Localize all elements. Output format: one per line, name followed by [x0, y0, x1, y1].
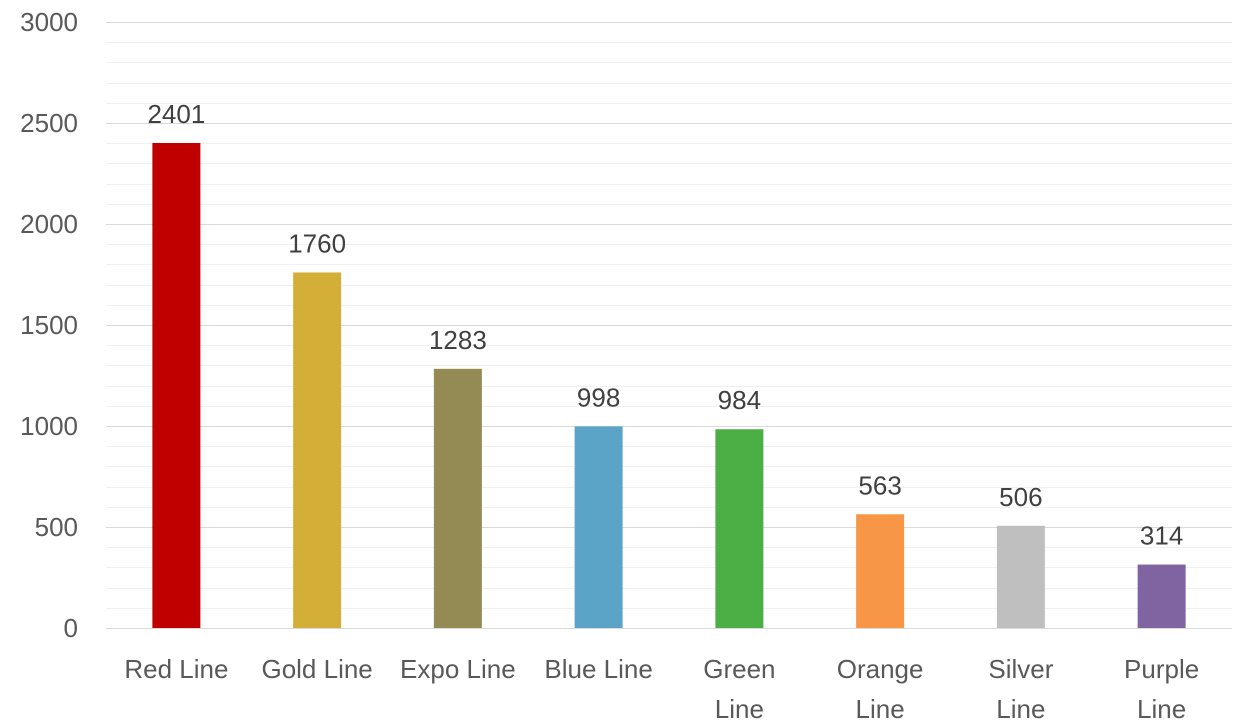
y-tick-label: 0	[64, 613, 78, 643]
major-gridlines	[106, 22, 1232, 528]
x-axis-category-labels: Red Line Gold Line Expo Line Blue Line Green…	[124, 654, 1199, 721]
y-tick-label: 2000	[20, 209, 78, 239]
x-category-label: Blue Line	[544, 654, 652, 684]
bar	[574, 426, 623, 628]
bar	[1137, 564, 1186, 628]
bar	[856, 514, 905, 628]
data-label: 506	[999, 482, 1042, 512]
data-labels: 2401 1760 1283 998 984 563 506 314	[147, 99, 1183, 551]
bar	[433, 368, 482, 628]
bar	[715, 429, 764, 628]
bar	[152, 142, 201, 629]
bars	[152, 142, 1186, 629]
y-tick-label: 3000	[20, 7, 78, 37]
data-label: 314	[1140, 521, 1183, 551]
data-label: 2401	[147, 99, 205, 129]
x-category-label: Red Line	[124, 654, 228, 684]
y-tick-label: 2500	[20, 108, 78, 138]
data-label: 984	[718, 385, 761, 415]
x-category-label: Expo Line	[400, 654, 516, 684]
bar	[996, 525, 1045, 628]
x-category-label: Orange Line	[837, 654, 924, 721]
data-label: 998	[577, 382, 620, 412]
y-tick-label: 500	[35, 512, 78, 542]
y-tick-label: 1000	[20, 411, 78, 441]
bar	[293, 272, 342, 628]
data-label: 1760	[288, 228, 346, 258]
x-category-label: Purple Line	[1124, 654, 1199, 721]
data-label: 1283	[429, 325, 487, 355]
data-label: 563	[858, 470, 901, 500]
y-tick-label: 1500	[20, 310, 78, 340]
x-category-label: Silver Line	[988, 654, 1053, 721]
y-axis-tick-labels: 0 500 1000 1500 2000 2500 3000	[20, 7, 78, 643]
x-category-label: Green Line	[703, 654, 775, 721]
x-category-label: Gold Line	[261, 654, 372, 684]
